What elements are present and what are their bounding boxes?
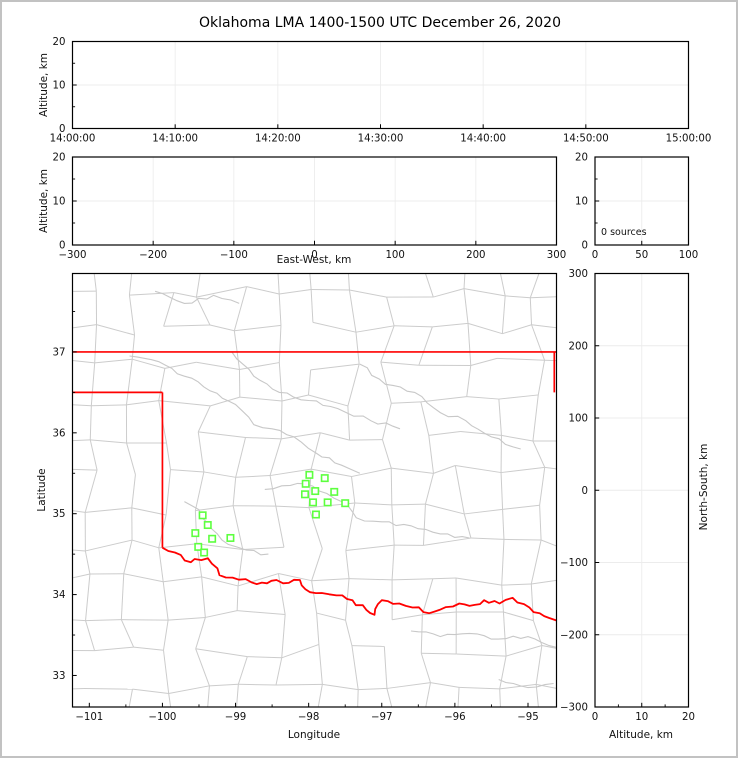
- axes-spine: [71, 272, 558, 708]
- lma-station-marker: [226, 533, 235, 542]
- x-tick-label: 14:20:00: [255, 134, 301, 145]
- x-tick-label: 0: [592, 712, 598, 723]
- x-tick-label: −100: [220, 250, 248, 261]
- y-tick-label: −200: [560, 630, 588, 641]
- ew_altitude-panel: −300 −200 −100 0 100 200 300 0 10 20: [53, 153, 567, 262]
- x-tick-label: −97: [371, 712, 393, 723]
- ns-panel-ylabel: North-South, km: [697, 443, 710, 531]
- lma-station-marker: [330, 487, 339, 496]
- river-line: [184, 501, 269, 556]
- lma-station-marker: [320, 474, 329, 483]
- ns-panel-xlabel: Altitude, km: [608, 728, 674, 741]
- y-tick-label: 35: [53, 509, 66, 520]
- river-line: [410, 630, 556, 648]
- time-panel-ylabel: Altitude, km: [37, 52, 50, 118]
- x-tick-label: 0: [592, 250, 598, 261]
- x-tick-label: 14:50:00: [563, 134, 609, 145]
- x-tick-label: 50: [635, 250, 648, 261]
- river-line: [231, 351, 401, 430]
- plan_view_map-panel: −101 −100 −99 −98 −97 −96 −95 33 34 35 36 37: [53, 272, 558, 723]
- y-tick-label: 34: [53, 590, 66, 601]
- lma-station-marker: [341, 499, 350, 508]
- x-tick-label: 14:00:00: [50, 134, 96, 145]
- river-line: [154, 290, 240, 304]
- time_altitude-panel: 14:00:00 14:10:00 14:20:00 14:30:00 14:40:00…: [50, 37, 712, 145]
- y-tick-label: 10: [53, 197, 66, 208]
- map-ylabel: Latitude: [35, 468, 48, 512]
- y-tick-label: −300: [560, 703, 588, 714]
- source-count-annotation: 0 sources: [601, 227, 647, 238]
- y-tick-label: 200: [569, 341, 588, 352]
- y-tick-label: 0: [59, 124, 65, 135]
- x-tick-label: 14:10:00: [152, 134, 198, 145]
- y-tick-label: 0: [59, 241, 65, 252]
- river-line: [498, 678, 554, 689]
- ew-panel-xlabel: East-West, km: [276, 253, 352, 266]
- y-tick-label: 37: [53, 347, 66, 358]
- y-tick-label: 100: [569, 414, 588, 425]
- lma-station-marker: [309, 498, 318, 507]
- river-line: [359, 363, 521, 450]
- x-tick-label: 100: [679, 250, 698, 261]
- y-tick-label: 0: [582, 241, 588, 252]
- y-tick-label: 20: [53, 37, 66, 48]
- map-xlabel: Longitude: [287, 728, 341, 741]
- red-river-border: [161, 546, 557, 622]
- lma-station-marker: [208, 534, 217, 543]
- lma-stations: [191, 470, 350, 557]
- x-tick-label: 14:40:00: [460, 134, 506, 145]
- map-layers: [72, 273, 557, 707]
- lma-station-marker: [300, 490, 309, 499]
- x-tick-label: −200: [139, 250, 167, 261]
- x-tick-label: −100: [148, 712, 176, 723]
- x-tick-label: 20: [682, 712, 695, 723]
- x-tick-label: 100: [385, 250, 404, 261]
- y-tick-label: −100: [560, 558, 588, 569]
- altitude_histogram-panel: 0 50 100 0 10 20: [575, 153, 698, 262]
- lma-station-marker: [301, 479, 310, 488]
- lma-station-marker: [203, 521, 212, 530]
- x-tick-label: −101: [75, 712, 103, 723]
- river-line: [264, 482, 470, 539]
- x-tick-label: −99: [225, 712, 247, 723]
- y-tick-label: 300: [569, 269, 588, 280]
- x-tick-label: −300: [59, 250, 87, 261]
- river-line: [129, 355, 361, 474]
- state-borders: [72, 351, 557, 622]
- x-tick-label: 15:00:00: [666, 134, 712, 145]
- x-tick-label: 200: [466, 250, 485, 261]
- figure-title: Oklahoma LMA 1400-1500 UTC December 26, …: [199, 15, 561, 31]
- lma-station-marker: [323, 498, 332, 507]
- lma-station-marker: [311, 487, 320, 496]
- river-lines: [129, 290, 556, 689]
- y-tick-label: 10: [53, 81, 66, 92]
- y-tick-label: 0: [582, 486, 588, 497]
- x-tick-label: 300: [547, 250, 566, 261]
- x-tick-label: −95: [517, 712, 539, 723]
- x-tick-label: 10: [635, 712, 648, 723]
- y-tick-label: 20: [575, 153, 588, 164]
- x-tick-label: 0: [311, 250, 317, 261]
- x-tick-label: 14:30:00: [358, 134, 404, 145]
- ns_altitude-panel: 0 10 20 −300 −200 −100 0 100 200 300: [560, 269, 695, 723]
- y-tick-label: 20: [53, 153, 66, 164]
- lma-station-marker: [194, 542, 203, 551]
- y-tick-label: 10: [575, 197, 588, 208]
- lma-station-marker: [200, 548, 209, 557]
- lma-station-marker: [191, 529, 200, 538]
- x-tick-label: −98: [298, 712, 320, 723]
- lma-station-marker: [311, 510, 320, 519]
- lma-station-marker: [198, 511, 207, 520]
- y-tick-label: 33: [53, 671, 66, 682]
- y-tick-label: 36: [53, 428, 66, 439]
- ew-panel-ylabel: Altitude, km: [37, 168, 50, 234]
- x-tick-label: −96: [444, 712, 466, 723]
- lma-station-marker: [305, 470, 314, 479]
